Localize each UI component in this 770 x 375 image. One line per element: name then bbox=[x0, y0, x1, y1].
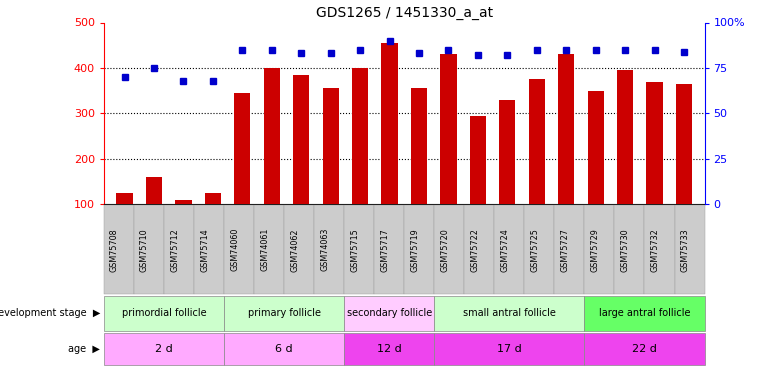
Bar bbox=[176, 200, 192, 250]
Bar bbox=[588, 91, 604, 250]
Text: GSM75733: GSM75733 bbox=[681, 228, 690, 272]
Text: GSM75724: GSM75724 bbox=[500, 228, 510, 272]
Text: GSM75732: GSM75732 bbox=[651, 228, 659, 272]
Bar bbox=[352, 68, 368, 250]
Bar bbox=[323, 88, 339, 250]
Text: 22 d: 22 d bbox=[632, 344, 657, 354]
Text: GSM75720: GSM75720 bbox=[440, 228, 450, 272]
Bar bbox=[499, 100, 515, 250]
Bar bbox=[263, 68, 280, 250]
Title: GDS1265 / 1451330_a_at: GDS1265 / 1451330_a_at bbox=[316, 6, 493, 20]
Text: age  ▶: age ▶ bbox=[69, 344, 100, 354]
Text: GSM74063: GSM74063 bbox=[320, 228, 330, 272]
Text: GSM75719: GSM75719 bbox=[410, 228, 419, 272]
Text: GSM75714: GSM75714 bbox=[200, 228, 209, 272]
Text: primordial follicle: primordial follicle bbox=[122, 309, 206, 318]
Text: GSM75710: GSM75710 bbox=[140, 228, 149, 272]
Bar bbox=[646, 82, 663, 250]
Text: GSM75715: GSM75715 bbox=[350, 228, 359, 272]
Bar bbox=[234, 93, 250, 250]
Bar bbox=[381, 43, 397, 250]
Text: large antral follicle: large antral follicle bbox=[599, 309, 690, 318]
Bar bbox=[411, 88, 427, 250]
Text: GSM75708: GSM75708 bbox=[110, 228, 119, 272]
Text: GSM75722: GSM75722 bbox=[470, 228, 479, 272]
Text: 6 d: 6 d bbox=[276, 344, 293, 354]
Bar bbox=[116, 193, 132, 250]
Text: 12 d: 12 d bbox=[377, 344, 402, 354]
Text: 2 d: 2 d bbox=[155, 344, 173, 354]
Text: GSM74062: GSM74062 bbox=[290, 228, 299, 272]
Bar bbox=[293, 75, 310, 250]
Text: primary follicle: primary follicle bbox=[248, 309, 320, 318]
Text: secondary follicle: secondary follicle bbox=[346, 309, 432, 318]
Bar bbox=[440, 54, 457, 250]
Bar bbox=[558, 54, 574, 250]
Text: 17 d: 17 d bbox=[497, 344, 522, 354]
Text: GSM74061: GSM74061 bbox=[260, 228, 269, 272]
Text: GSM75717: GSM75717 bbox=[380, 228, 389, 272]
Text: GSM75727: GSM75727 bbox=[561, 228, 569, 272]
Bar bbox=[529, 80, 545, 250]
Text: GSM75712: GSM75712 bbox=[170, 228, 179, 272]
Bar bbox=[617, 70, 633, 250]
Bar bbox=[205, 193, 221, 250]
Text: GSM74060: GSM74060 bbox=[230, 228, 239, 272]
Text: GSM75729: GSM75729 bbox=[591, 228, 599, 272]
Bar bbox=[676, 84, 692, 250]
Text: GSM75725: GSM75725 bbox=[531, 228, 539, 272]
Text: GSM75730: GSM75730 bbox=[621, 228, 630, 272]
Text: development stage  ▶: development stage ▶ bbox=[0, 309, 100, 318]
Bar bbox=[470, 116, 486, 250]
Bar bbox=[146, 177, 162, 250]
Text: small antral follicle: small antral follicle bbox=[463, 309, 556, 318]
